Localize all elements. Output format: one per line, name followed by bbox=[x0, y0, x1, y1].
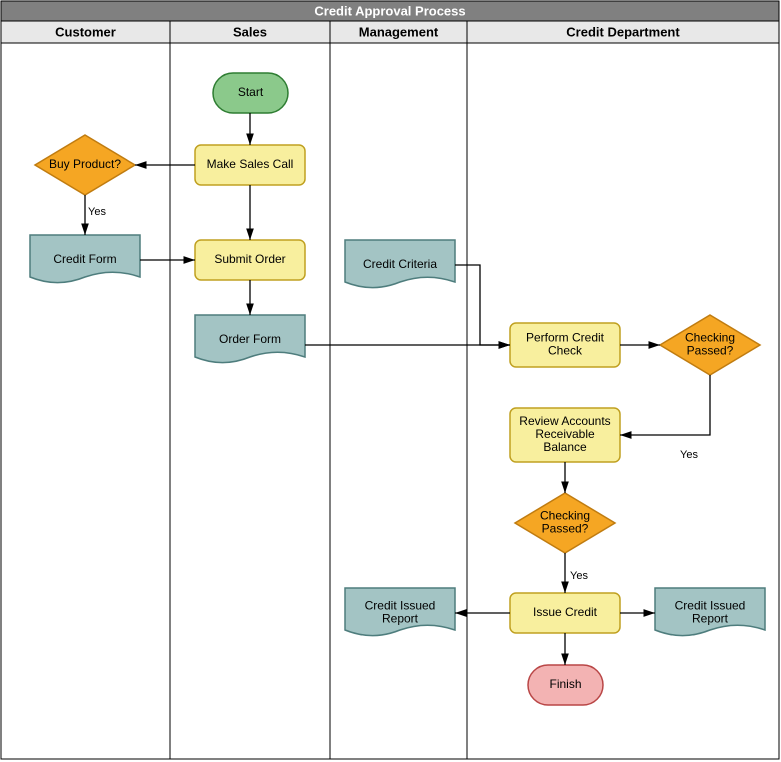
svg-text:Yes: Yes bbox=[570, 570, 588, 582]
svg-text:Credit Criteria: Credit Criteria bbox=[363, 257, 437, 271]
svg-text:Balance: Balance bbox=[543, 440, 587, 454]
svg-text:Receivable: Receivable bbox=[535, 427, 595, 441]
svg-text:Make Sales Call: Make Sales Call bbox=[207, 157, 294, 171]
svg-text:Yes: Yes bbox=[88, 206, 106, 218]
svg-text:Report: Report bbox=[692, 612, 729, 626]
svg-text:Customer: Customer bbox=[55, 24, 116, 39]
svg-text:Finish: Finish bbox=[549, 677, 581, 691]
svg-text:Passed?: Passed? bbox=[542, 522, 589, 536]
svg-text:Check: Check bbox=[548, 344, 583, 358]
svg-text:Management: Management bbox=[359, 24, 439, 39]
svg-text:Checking: Checking bbox=[685, 331, 735, 345]
svg-text:Review Accounts: Review Accounts bbox=[519, 414, 610, 428]
svg-text:Checking: Checking bbox=[540, 509, 590, 523]
svg-text:Passed?: Passed? bbox=[687, 344, 734, 358]
svg-text:Perform Credit: Perform Credit bbox=[526, 331, 605, 345]
svg-text:Buy Product?: Buy Product? bbox=[49, 157, 121, 171]
svg-text:Credit Issued: Credit Issued bbox=[365, 599, 436, 613]
svg-text:Credit Issued: Credit Issued bbox=[675, 599, 746, 613]
svg-text:Submit Order: Submit Order bbox=[214, 252, 285, 266]
svg-text:Credit Department: Credit Department bbox=[566, 24, 680, 39]
svg-text:Start: Start bbox=[238, 85, 264, 99]
svg-text:Yes: Yes bbox=[680, 449, 698, 461]
svg-text:Issue Credit: Issue Credit bbox=[533, 605, 598, 619]
svg-text:Sales: Sales bbox=[233, 24, 267, 39]
svg-text:Credit Form: Credit Form bbox=[53, 252, 116, 266]
svg-text:Credit Approval Process: Credit Approval Process bbox=[314, 3, 465, 18]
svg-text:Order Form: Order Form bbox=[219, 332, 281, 346]
svg-text:Report: Report bbox=[382, 612, 419, 626]
